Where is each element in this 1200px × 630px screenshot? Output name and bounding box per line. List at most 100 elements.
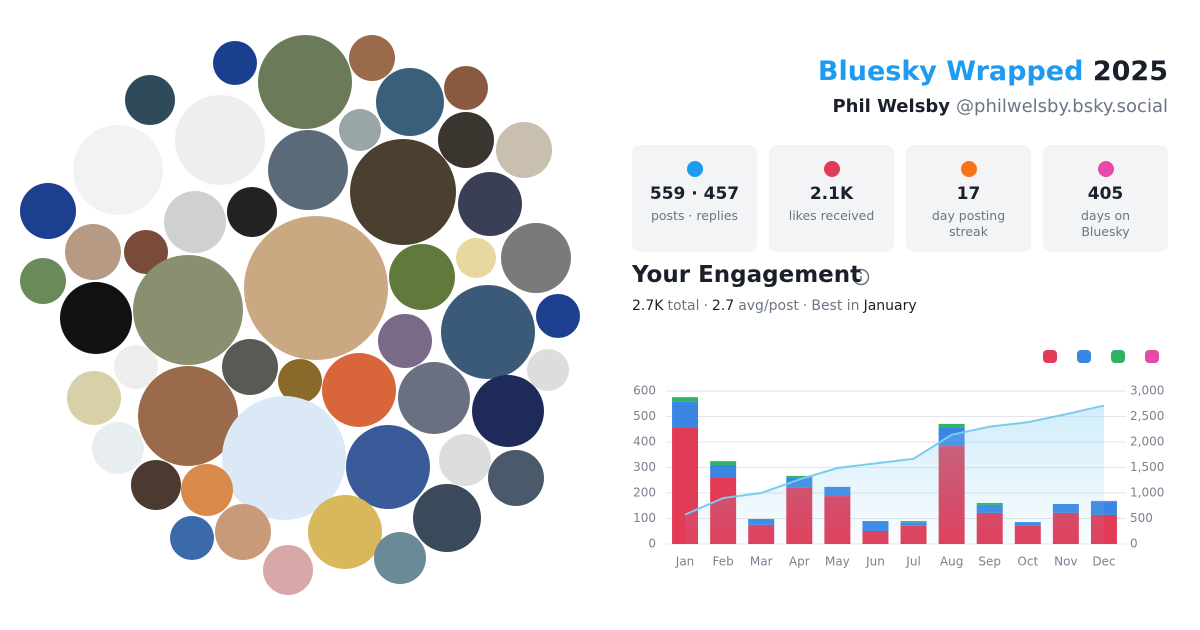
- y2-tick-label: 1,500: [1130, 460, 1164, 474]
- avatar: [413, 484, 481, 552]
- avatar: [488, 450, 544, 506]
- avatar: [536, 294, 580, 338]
- avatar: [278, 359, 322, 403]
- avatar: [308, 495, 382, 569]
- legend-icon[interactable]: [1043, 350, 1057, 363]
- y2-tick-label: 3,000: [1130, 384, 1164, 398]
- brand: Bluesky Wrapped: [817, 56, 1084, 87]
- x-tick-label: Apr: [789, 555, 810, 569]
- avatar: [114, 345, 158, 389]
- avatar: [215, 504, 271, 560]
- avatar: [346, 425, 430, 509]
- y-tick-label: 0: [648, 537, 656, 551]
- avatar-cloud: [20, 35, 580, 595]
- stat-icon: [769, 159, 894, 181]
- year: 2025: [1092, 56, 1168, 87]
- legend-icon[interactable]: [1145, 350, 1159, 363]
- avatar: [322, 353, 396, 427]
- y-tick-label: 300: [633, 460, 656, 474]
- stat-label: posts · replies: [650, 208, 739, 223]
- stat-value: 559 · 457: [649, 184, 740, 204]
- avatar: [350, 139, 456, 245]
- avatar: [65, 224, 121, 280]
- y2-tick-label: 0: [1130, 537, 1138, 551]
- handle[interactable]: @philwelsby.bsky.social: [956, 96, 1168, 117]
- avatar: [20, 258, 66, 304]
- bar-segment: [710, 464, 737, 478]
- avatar: [438, 112, 494, 168]
- summary-part: 2.7K: [632, 298, 664, 314]
- stat-value: 405: [1087, 184, 1124, 204]
- avatar: [73, 125, 163, 215]
- y-tick-label: 400: [633, 435, 656, 449]
- legend-icon[interactable]: [1077, 350, 1091, 363]
- x-tick-label: Dec: [1092, 555, 1115, 569]
- bar-segment: [938, 423, 965, 428]
- avatar: [213, 41, 257, 85]
- stat-card: 17 day posting streak: [906, 145, 1031, 252]
- avatar: [92, 422, 144, 474]
- bar-segment: [672, 401, 699, 428]
- stat-label: likes received: [788, 208, 875, 223]
- page-title: Bluesky Wrapped 2025: [818, 56, 1168, 87]
- avatar: [170, 516, 214, 560]
- summary-part: ·: [802, 298, 808, 314]
- stat-card: 559 · 457 posts · replies: [632, 145, 757, 252]
- line: [684, 404, 1105, 516]
- avatar: [374, 532, 426, 584]
- x-tick-label: Jul: [905, 555, 920, 569]
- avatar: [501, 223, 571, 293]
- stat-card: 405 days on Bluesky: [1043, 145, 1168, 252]
- avatar: [472, 375, 544, 447]
- y2-tick-label: 500: [1130, 511, 1153, 525]
- profile: Phil Welsby @philwelsby.bsky.social: [832, 96, 1168, 117]
- avatar: [67, 371, 121, 425]
- stat-icon: [632, 159, 757, 181]
- avatar: [389, 244, 455, 310]
- stat-value: 17: [956, 184, 981, 204]
- stat-card: 2.1K likes received: [769, 145, 894, 252]
- avatar: [458, 172, 522, 236]
- avatar: [439, 434, 491, 486]
- section-title: Your Engagement: [632, 262, 862, 288]
- summary-part: 2.7: [711, 298, 735, 314]
- avatar: [263, 545, 313, 595]
- icon: [823, 161, 840, 177]
- y-tick-label: 600: [633, 384, 656, 398]
- display-name: Phil Welsby: [832, 96, 951, 117]
- avatar: [376, 68, 444, 136]
- x-tick-label: Nov: [1054, 555, 1077, 569]
- x-tick-label: May: [825, 555, 850, 569]
- avatar: [131, 460, 181, 510]
- icon: [960, 161, 977, 177]
- y-tick-label: 100: [633, 511, 656, 525]
- y2-tick-label: 2,000: [1130, 435, 1164, 449]
- avatar: [138, 366, 238, 466]
- x-tick-label: Mar: [750, 555, 773, 569]
- info-icon-dot: [860, 272, 862, 274]
- area: [685, 405, 1104, 544]
- avatar: [60, 282, 132, 354]
- summary-part: avg/post: [738, 298, 799, 314]
- avatar: [181, 464, 233, 516]
- avatar: [133, 255, 243, 365]
- avatar: [20, 183, 76, 239]
- y-tick-label: 500: [633, 409, 656, 423]
- avatar: [349, 35, 395, 81]
- info-icon[interactable]: [852, 268, 870, 286]
- avatar: [222, 339, 278, 395]
- legend-icon[interactable]: [1111, 350, 1125, 363]
- avatar: [456, 238, 496, 278]
- avatar: [175, 95, 265, 185]
- avatar: [339, 109, 381, 151]
- avatar: [444, 66, 488, 110]
- y-tick-label: 200: [633, 486, 656, 500]
- x-tick-label: Feb: [713, 555, 734, 569]
- x-tick-label: Jan: [675, 555, 695, 569]
- stat-value: 2.1K: [809, 184, 854, 204]
- stat-icon: [1043, 159, 1168, 181]
- avatar: [268, 130, 348, 210]
- avatar: [125, 75, 175, 125]
